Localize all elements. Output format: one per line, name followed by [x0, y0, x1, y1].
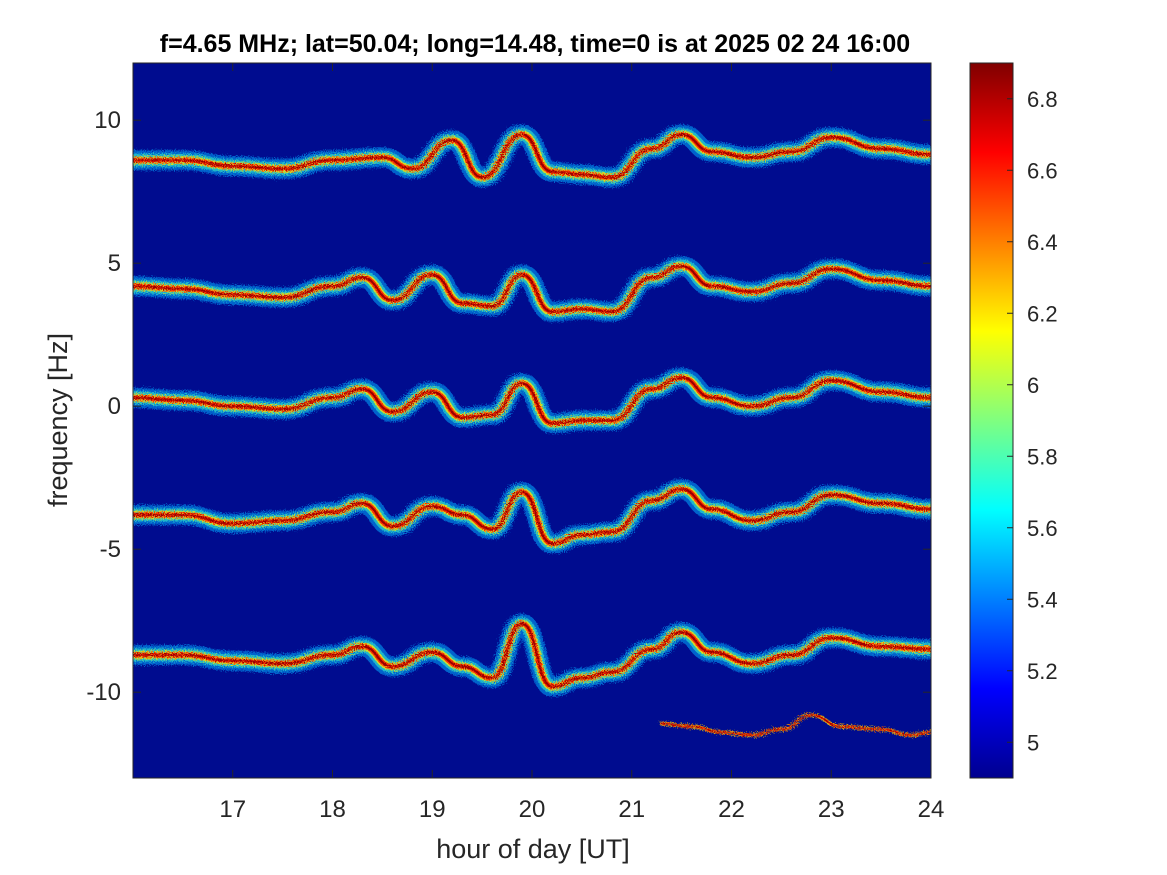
spectral-trace — [133, 479, 931, 554]
spectral-trace — [133, 124, 931, 188]
colorbar-tick-label: 5.4 — [1027, 587, 1058, 612]
spectral-trace — [133, 613, 931, 697]
colorbar-tick-label: 5.8 — [1027, 444, 1058, 469]
colorbar-tick-label: 6.2 — [1027, 301, 1058, 326]
trace-band — [133, 265, 931, 313]
spectral-trace — [133, 367, 931, 434]
x-tick-label: 22 — [718, 796, 745, 823]
y-tick-label: -5 — [100, 536, 121, 563]
y-axis-ticks: 10 5 0 -5 -10 — [86, 107, 931, 706]
x-tick-label: 20 — [519, 796, 546, 823]
x-tick-label: 24 — [918, 796, 945, 823]
colorbar-tick-label: 5.6 — [1027, 516, 1058, 541]
x-tick-label: 23 — [818, 796, 845, 823]
chart-title: f=4.65 MHz; lat=50.04; long=14.48, time=… — [160, 30, 910, 58]
y-tick-label: -10 — [86, 679, 121, 706]
x-tick-label: 18 — [319, 796, 346, 823]
colorbar-tick-label: 5.2 — [1027, 659, 1058, 684]
x-tick-label: 21 — [618, 796, 645, 823]
trace-band — [133, 376, 931, 425]
spectrogram-traces — [133, 124, 931, 738]
spectral-trace — [659, 713, 931, 738]
trace-band — [133, 488, 931, 545]
x-axis-label: hour of day [UT] — [436, 834, 630, 864]
trace-band — [133, 622, 931, 688]
trace-band — [661, 714, 931, 736]
spectral-trace — [133, 256, 931, 322]
colorbar-tick-label: 6.4 — [1027, 230, 1058, 255]
x-axis-ticks: 17 18 19 20 21 22 23 24 — [219, 63, 944, 823]
colorbar-tick-label: 6.8 — [1027, 87, 1058, 112]
y-tick-label: 10 — [94, 107, 121, 134]
colorbar-tick-label: 6.6 — [1027, 158, 1058, 183]
colorbar — [969, 62, 1014, 779]
x-tick-label: 19 — [419, 796, 446, 823]
colorbar-tick-label: 5 — [1027, 730, 1039, 755]
x-tick-label: 17 — [219, 796, 246, 823]
trace-band — [133, 133, 931, 179]
y-tick-label: 0 — [108, 393, 121, 420]
colorbar-ticks: 5 5.2 5.4 5.6 5.8 6 6.2 6.4 6.6 6.8 — [1007, 87, 1058, 755]
colorbar-tick-label: 6 — [1027, 373, 1039, 398]
y-axis-label: frequency [Hz] — [43, 333, 73, 507]
y-tick-label: 5 — [108, 250, 121, 277]
